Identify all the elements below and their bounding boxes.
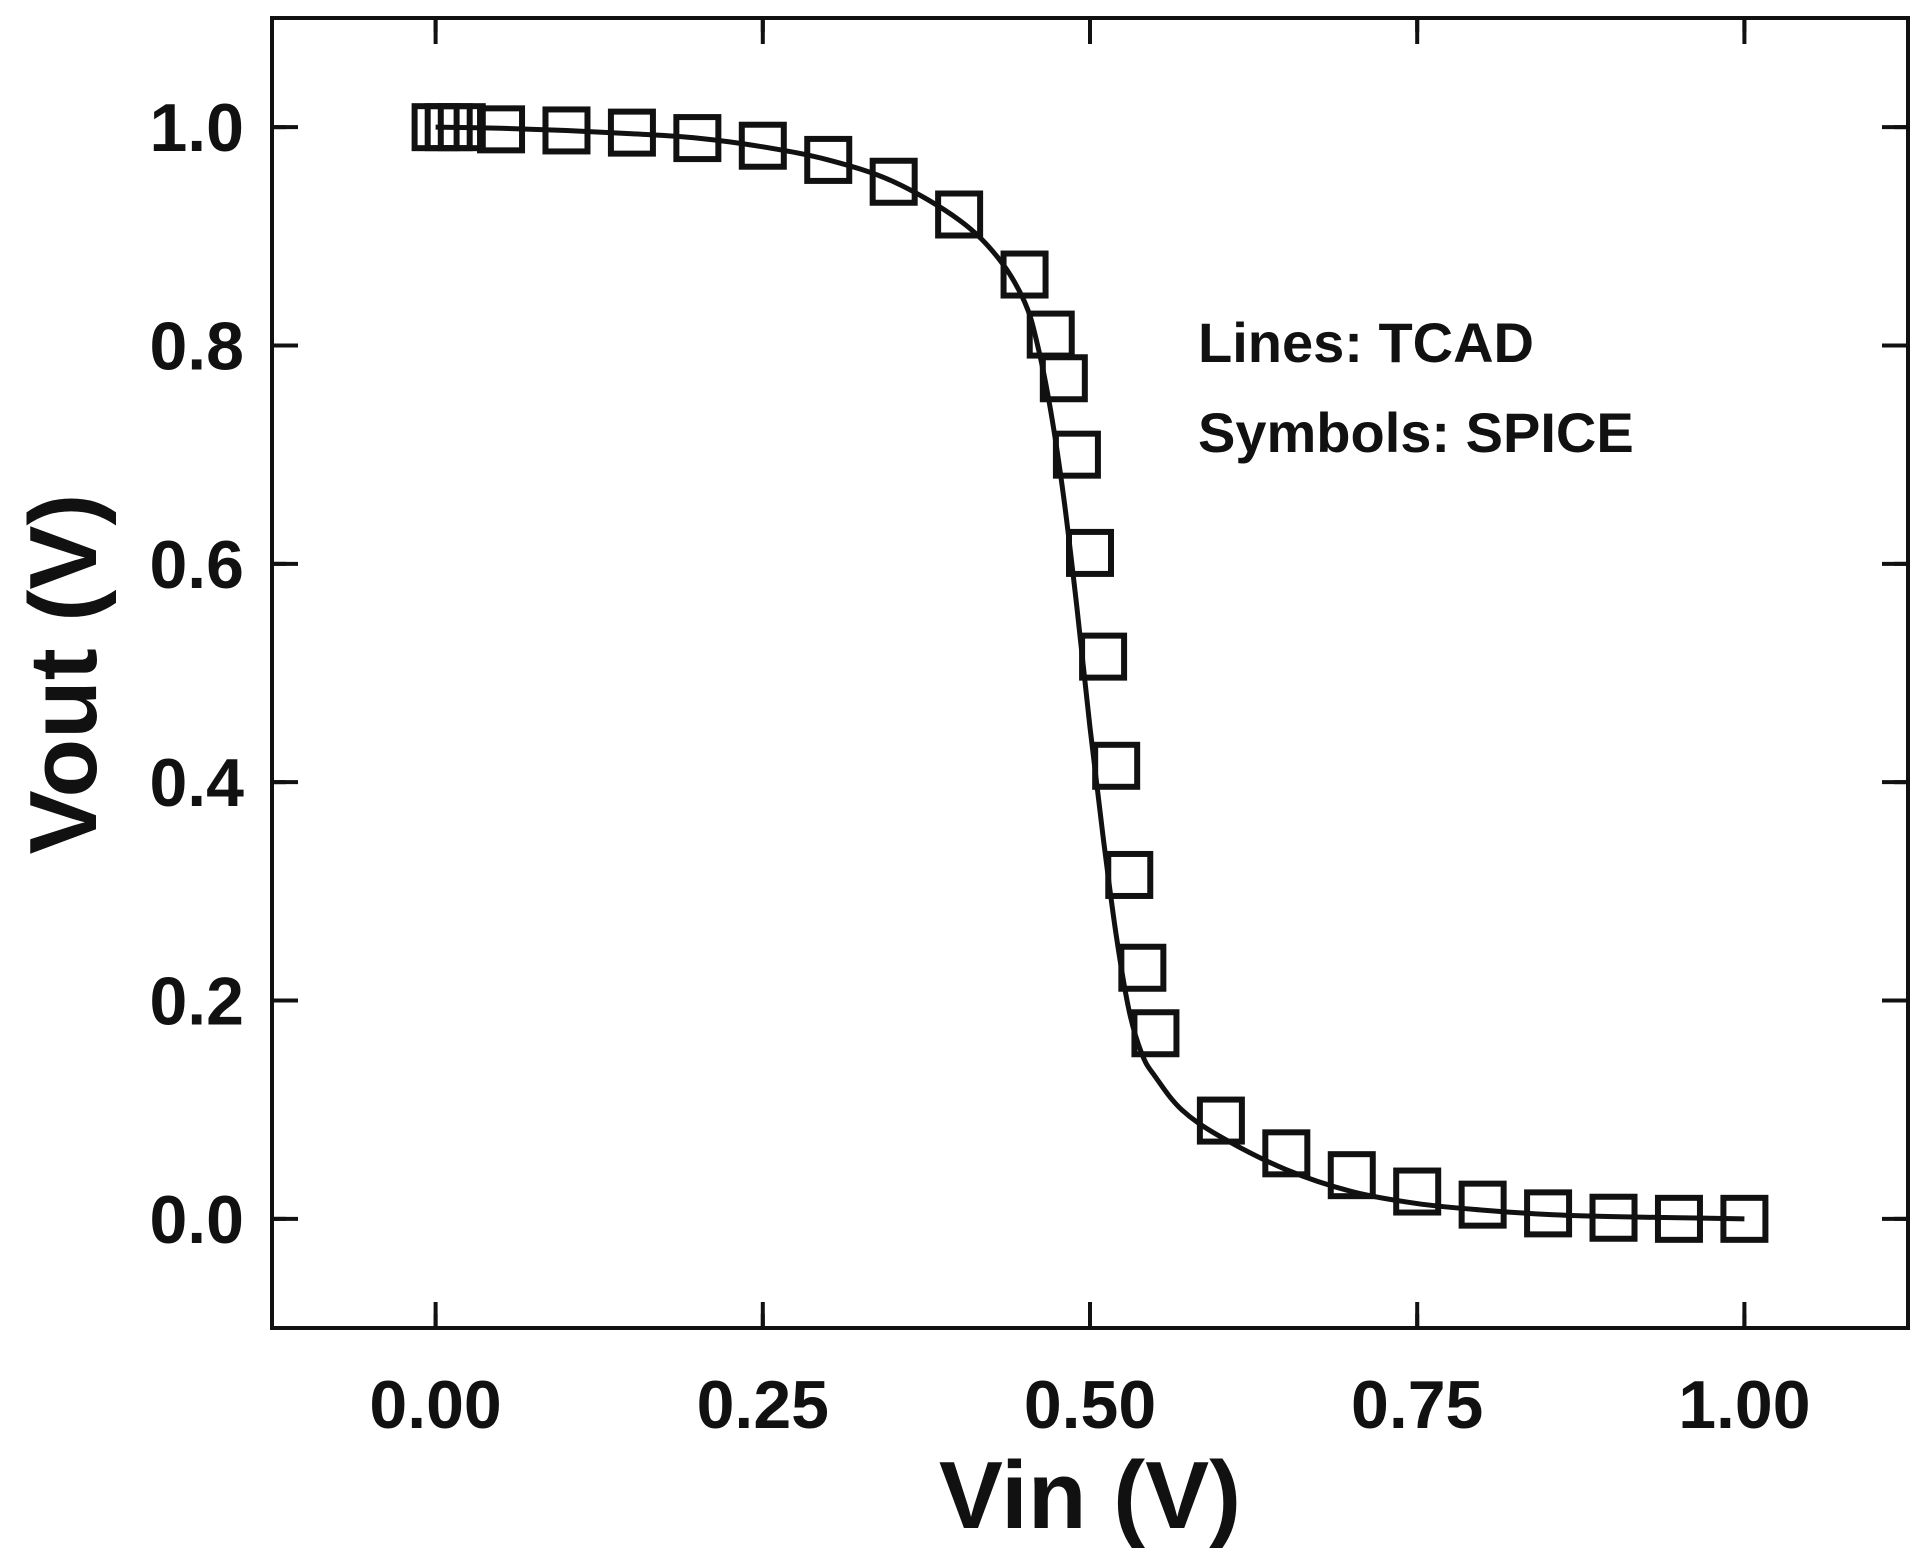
y-tick-label: 0.4 [149, 745, 244, 821]
spice-data-point [477, 105, 526, 154]
y-tick-labels: 0.0 0.2 0.4 0.6 0.8 1.0 [149, 90, 244, 1258]
x-tick-labels: 0.00 0.25 0.50 0.75 1.00 [369, 1367, 1810, 1443]
spice-data-point [1393, 1167, 1442, 1216]
spice-data-point [673, 114, 722, 163]
y-tick-label: 0.0 [149, 1182, 244, 1258]
spice-data-point [1327, 1151, 1376, 1200]
spice-data-point [1262, 1129, 1311, 1178]
x-axis-title: Vin (V) [939, 1442, 1241, 1549]
spice-data-point [1118, 943, 1167, 992]
annotation-lines-tcad: Lines: TCAD [1198, 311, 1534, 374]
spice-data-point [1131, 1009, 1180, 1058]
y-tick-label: 0.8 [149, 309, 244, 385]
spice-data-point [935, 190, 984, 239]
spice-data-point [1196, 1096, 1245, 1145]
spice-data-point [1720, 1194, 1769, 1243]
x-tick-label: 0.00 [369, 1367, 501, 1443]
x-tick-label: 0.50 [1024, 1367, 1156, 1443]
y-axis-title: Vout (V) [10, 494, 117, 855]
spice-data-point [1458, 1180, 1507, 1229]
spice-data-point [607, 108, 656, 157]
spice-data-point [869, 157, 918, 206]
spice-data-point [542, 106, 591, 155]
spice-data-point [1092, 741, 1141, 790]
axis-ticks [272, 18, 1908, 1328]
x-tick-label: 0.25 [697, 1367, 829, 1443]
spice-data-point [1079, 632, 1128, 681]
annotation-symbols-spice: Symbols: SPICE [1198, 401, 1634, 464]
y-tick-label: 0.6 [149, 527, 244, 603]
spice-data-point [1052, 430, 1101, 479]
spice-data-point [1066, 528, 1114, 577]
spice-data-point [1000, 250, 1049, 299]
x-tick-label: 0.75 [1351, 1367, 1483, 1443]
spice-series-markers [411, 103, 1769, 1243]
x-tick-label: 1.00 [1678, 1367, 1810, 1443]
spice-data-point [804, 135, 853, 184]
spice-data-point [1105, 850, 1154, 899]
tcad-series-line [435, 124, 1745, 1222]
spice-data-point [738, 121, 787, 170]
y-tick-label: 1.0 [149, 90, 244, 166]
plot-area-frame [270, 16, 1910, 1330]
spice-data-point [1039, 354, 1088, 403]
spice-data-point [1654, 1194, 1703, 1243]
spice-data-point [1589, 1193, 1638, 1242]
y-tick-label: 0.2 [149, 964, 244, 1040]
spice-data-point [1524, 1189, 1573, 1238]
